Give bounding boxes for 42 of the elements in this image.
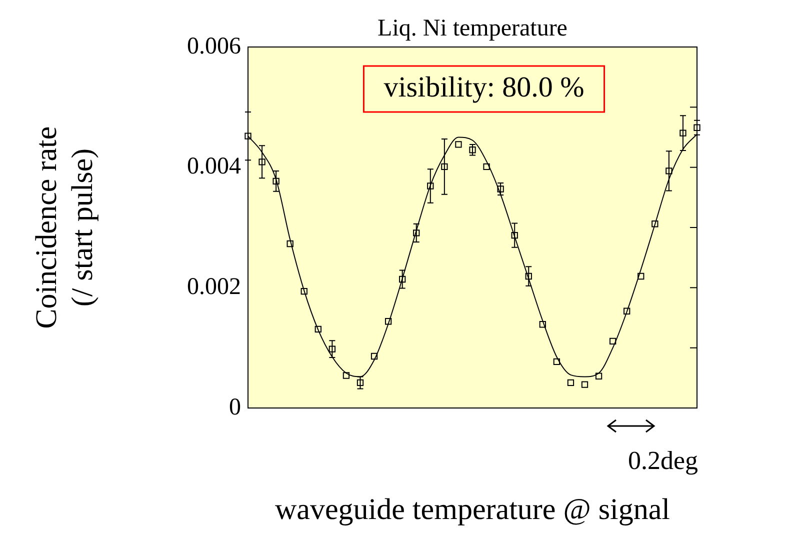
- point: [624, 308, 630, 314]
- point: [286, 240, 294, 248]
- point: [595, 372, 602, 380]
- point: [553, 358, 560, 365]
- x-axis-title: waveguide temperature @ signal: [275, 492, 670, 526]
- annotation: visibility: 80.0 %: [384, 72, 584, 104]
- point: [539, 321, 546, 328]
- point: [581, 381, 588, 388]
- point: [413, 230, 420, 236]
- y-tick-label: 0: [229, 394, 241, 420]
- point: [666, 168, 672, 174]
- point: [680, 130, 686, 136]
- point: [567, 379, 574, 386]
- chart-title: Liq. Ni temperature: [378, 15, 568, 42]
- text: 0.2deg: [628, 446, 698, 475]
- point: [384, 318, 392, 325]
- y-tick-label: 0.002: [187, 274, 241, 300]
- point: [399, 276, 406, 283]
- y-tick-label: 0.004: [187, 154, 241, 180]
- point: [497, 186, 504, 192]
- point: [441, 163, 448, 170]
- point: [427, 182, 434, 190]
- point: [511, 232, 518, 239]
- point: [525, 272, 532, 280]
- point: [652, 220, 658, 228]
- point: [455, 141, 462, 148]
- point: [342, 372, 350, 379]
- point: [314, 326, 322, 333]
- point: [272, 178, 280, 184]
- point: [694, 124, 700, 131]
- point: [244, 132, 252, 140]
- point: [356, 379, 364, 386]
- point: [483, 163, 490, 170]
- point: [370, 352, 378, 360]
- point: [609, 338, 616, 345]
- point: [638, 272, 644, 280]
- y-tick-label: 0.006: [187, 33, 241, 60]
- point: [300, 288, 308, 295]
- point: [469, 146, 476, 154]
- point: [258, 158, 266, 166]
- point: [328, 346, 336, 352]
- y-axis-title: Coincidence rate (/ start pulse): [30, 126, 99, 329]
